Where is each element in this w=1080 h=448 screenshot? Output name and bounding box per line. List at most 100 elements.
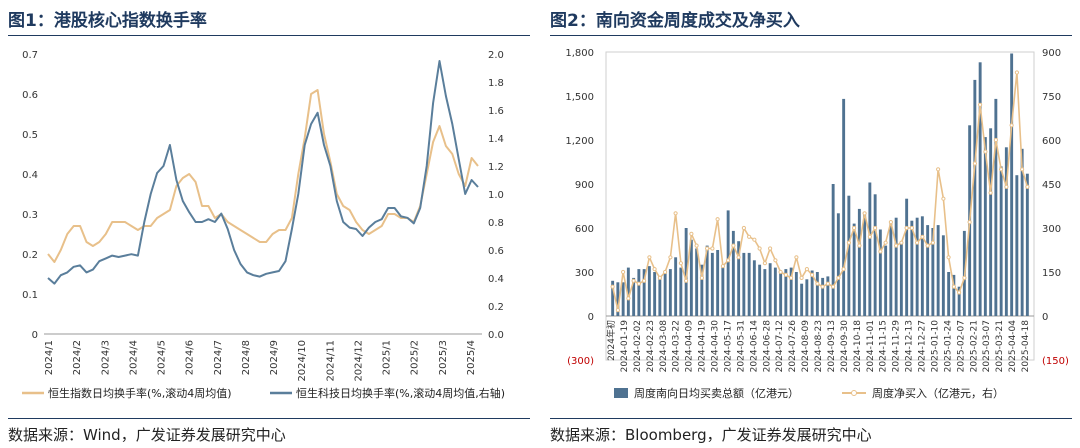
legend-label-turnover: 周度南向日均买卖总额（亿港元） bbox=[634, 386, 799, 400]
net-buy-point bbox=[762, 261, 767, 266]
turnover-bar bbox=[910, 220, 914, 316]
turnover-bar bbox=[674, 257, 678, 316]
y-left-tick-label: 0.4 bbox=[22, 170, 38, 181]
turnover-bar bbox=[742, 252, 746, 316]
y-right-tick-label: 1.6 bbox=[488, 106, 504, 117]
y-right-tick-label: 1.8 bbox=[488, 78, 504, 89]
turnover-line-chart: 0 0.1 0.2 0.3 0.4 0.5 0.6 0.7 0.0 0.2 0.4 0.6 0.8 1.0… bbox=[22, 50, 505, 400]
turnover-bar bbox=[663, 272, 667, 316]
turnover-bar bbox=[889, 222, 893, 316]
x-tick-label: 2024-03-08 bbox=[659, 320, 669, 373]
net-buy-point bbox=[951, 284, 956, 289]
legend-swatch-turnover bbox=[614, 388, 628, 398]
x-tick-label: 2025/1 bbox=[382, 340, 393, 375]
net-buy-point bbox=[678, 261, 683, 266]
net-buy-point bbox=[993, 137, 998, 143]
legend-label-hstech: 恒生科技日均换手率(%,滚动4周均值,右轴) bbox=[296, 386, 505, 400]
y-left-tick-label: 900 bbox=[575, 180, 594, 191]
net-buy-point bbox=[930, 240, 935, 245]
turnover-bar bbox=[716, 250, 720, 316]
x-tick-label: 2024-10-18 bbox=[853, 320, 863, 373]
turnover-bar bbox=[815, 272, 819, 316]
turnover-bar bbox=[684, 228, 688, 316]
y-right-tick-label: 0.4 bbox=[488, 274, 504, 285]
x-tick-label: 2024-03-22 bbox=[672, 320, 682, 372]
x-tick-label: 2024-02-02 bbox=[633, 320, 643, 372]
turnover-bar bbox=[710, 252, 714, 316]
net-buy-point bbox=[999, 167, 1004, 172]
y-left-tick-label: 0.1 bbox=[22, 290, 38, 301]
right-chart-title: 图2：南向资金周度成交及净买入 bbox=[550, 11, 800, 31]
x-tick-label: 2025-03-21 bbox=[995, 320, 1005, 372]
net-buy-point bbox=[657, 275, 663, 280]
turnover-bar bbox=[626, 267, 630, 316]
turnover-bar bbox=[973, 79, 977, 317]
y-left-tick-label: 600 bbox=[575, 224, 594, 235]
x-tick-label: 2025-02-21 bbox=[969, 320, 979, 372]
x-tick-label: 2024-09-30 bbox=[840, 320, 850, 373]
net-buy-point bbox=[978, 102, 983, 107]
net-buy-point bbox=[615, 308, 621, 313]
net-buy-point bbox=[878, 249, 883, 254]
net-buy-point bbox=[778, 269, 783, 275]
y-left-tick-label: 0.6 bbox=[22, 90, 38, 101]
x-tick-label: 2024-11-01 bbox=[866, 320, 876, 372]
net-buy-point bbox=[652, 267, 657, 272]
y-right-tick-label: 0.2 bbox=[488, 302, 504, 313]
turnover-bar bbox=[789, 267, 793, 316]
turnover-bar bbox=[642, 269, 646, 316]
x-tick-label: 2024/6 bbox=[185, 340, 196, 375]
net-buy-point bbox=[899, 240, 904, 245]
turnover-bar bbox=[826, 276, 830, 316]
turnover-bar bbox=[989, 128, 993, 316]
hsi-turnover-line bbox=[47, 89, 479, 263]
net-buy-point bbox=[663, 269, 668, 275]
legend-marker-netbuy bbox=[851, 390, 857, 396]
x-tick-label: 2024-11-29 bbox=[892, 320, 902, 373]
turnover-bar bbox=[931, 228, 935, 316]
y-right-tick-label: 1.0 bbox=[488, 190, 504, 201]
net-buy-point bbox=[736, 255, 741, 260]
turnover-bar bbox=[758, 264, 762, 316]
left-chart-title: 图1：港股核心指数换手率 bbox=[8, 11, 207, 31]
net-buy-point bbox=[920, 234, 925, 239]
y-right-tick-label: 0.8 bbox=[488, 218, 504, 229]
source-rule bbox=[550, 418, 1072, 419]
net-buy-point bbox=[883, 240, 888, 245]
net-buy-point bbox=[962, 275, 967, 280]
net-buy-point bbox=[752, 237, 757, 242]
x-tick-label: 2024-11-15 bbox=[879, 320, 889, 372]
plot-frame bbox=[605, 51, 1035, 361]
turnover-bar bbox=[632, 277, 636, 316]
turnover-bar bbox=[700, 264, 704, 316]
net-buy-point bbox=[936, 167, 941, 172]
turnover-bar bbox=[842, 98, 846, 317]
y-left-tick-label: 1,800 bbox=[565, 48, 594, 59]
net-buy-point bbox=[610, 284, 615, 289]
net-buy-point bbox=[794, 255, 799, 260]
turnover-bar bbox=[994, 98, 998, 317]
net-buy-point bbox=[1009, 123, 1014, 128]
turnover-bar bbox=[1010, 53, 1014, 316]
net-buy-point bbox=[894, 243, 899, 248]
turnover-bar bbox=[731, 230, 735, 316]
net-buy-point bbox=[647, 255, 652, 260]
y-left-tick-label: 0.7 bbox=[22, 50, 38, 61]
x-tick-label: 2024/5 bbox=[157, 340, 168, 375]
net-buy-point bbox=[904, 225, 909, 231]
x-tick-label: 2024-09-13 bbox=[827, 320, 837, 372]
turnover-bar bbox=[926, 225, 930, 316]
y-right-tick-label: 300 bbox=[1042, 224, 1061, 235]
net-buy-point bbox=[983, 149, 988, 154]
x-tick-label: 2025-02-07 bbox=[956, 320, 966, 372]
turnover-bar bbox=[668, 269, 672, 316]
turnover-bar bbox=[863, 213, 867, 316]
y-right-tick-label: 900 bbox=[1042, 48, 1061, 59]
net-buy-point bbox=[621, 269, 626, 275]
net-buy-point bbox=[867, 234, 872, 239]
net-buy-point bbox=[699, 275, 704, 280]
net-buy-point bbox=[799, 275, 804, 280]
right-source-note: 数据来源：Bloomberg，广发证券发展研究中心 bbox=[550, 426, 872, 444]
y-right-tick-label: (150) bbox=[1042, 356, 1069, 367]
net-buy-point bbox=[773, 258, 778, 263]
